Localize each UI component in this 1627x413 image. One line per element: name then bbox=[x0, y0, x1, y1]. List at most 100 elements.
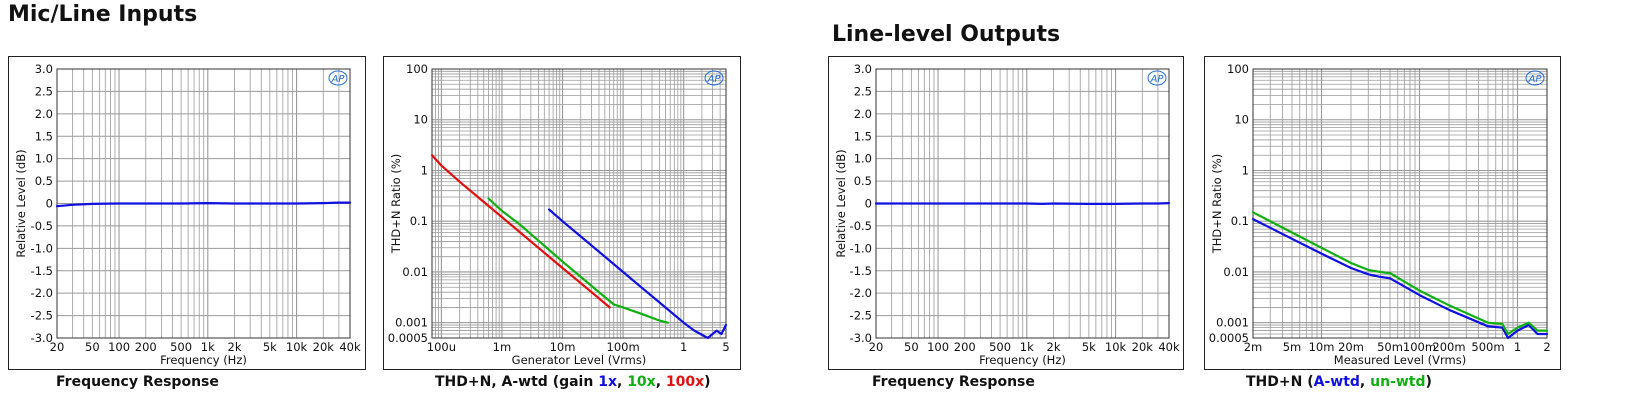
y-tick-label: 0.01 bbox=[1223, 265, 1249, 279]
y-tick-label: 10 bbox=[1234, 113, 1249, 127]
chart-panel-thd-inputs: 100u 1m 10m 100m 1 5 100 10 1 0.1 0.01 0.001 0.0005 G… bbox=[383, 56, 741, 370]
y-tick-label: 100 bbox=[406, 62, 428, 76]
caption-un-wtd: un-wtd bbox=[1370, 374, 1426, 390]
ap-logo-text: AP bbox=[707, 74, 722, 85]
y-tick-label: -3.0 bbox=[31, 331, 53, 345]
x-tick-label: 200 bbox=[954, 340, 976, 354]
x-tick-label: 10k bbox=[1105, 340, 1127, 354]
x-tick-label: 100 bbox=[927, 340, 949, 354]
x-tick-label: 10m bbox=[1309, 340, 1335, 354]
y-axis-label: Relative Level (dB) bbox=[834, 149, 848, 257]
y-tick-label: -3.0 bbox=[850, 331, 872, 345]
ap-logo-text: AP bbox=[1528, 74, 1543, 85]
chart-panel-thd-outputs: 2m 5m 10m 20m 50m 100m 200m 500m 1 2 100 10 1 0.1 0.01… bbox=[1204, 56, 1561, 370]
line-level-outputs-title: Line-level Outputs bbox=[832, 22, 1061, 47]
x-tick-label: 20k bbox=[1132, 340, 1154, 354]
x-tick-label: 20 bbox=[50, 340, 65, 354]
gridlines bbox=[431, 68, 727, 339]
y-tick-label: 0.5 bbox=[854, 174, 872, 188]
y-tick-label: 2.0 bbox=[35, 107, 53, 121]
x-tick-label: 20k bbox=[313, 340, 335, 354]
y-tick-label: 3.0 bbox=[35, 62, 53, 76]
mic-line-inputs-title: Mic/Line Inputs bbox=[8, 2, 198, 27]
x-tick-label: 50m bbox=[1377, 340, 1403, 354]
series-line-un-wtd bbox=[1251, 211, 1549, 336]
caption-thd-inputs-prefix: THD+N, A-wtd (gain bbox=[435, 374, 599, 390]
x-axis-label: Generator Level (Vrms) bbox=[512, 353, 647, 367]
x-tick-label: 5 bbox=[722, 340, 729, 354]
caption-thd-outputs-suffix: ) bbox=[1425, 374, 1432, 390]
y-tick-label: 0.0005 bbox=[388, 331, 428, 345]
y-tick-label: 1 bbox=[421, 163, 428, 177]
ap-logo-ring bbox=[704, 70, 724, 86]
y-tick-label: -2.5 bbox=[850, 309, 872, 323]
x-tick-label: 100u bbox=[427, 340, 456, 354]
y-tick-label: -2.0 bbox=[850, 286, 872, 300]
y-tick-label: 10 bbox=[413, 113, 428, 127]
plot-frame bbox=[431, 68, 727, 339]
caption-thd-outputs: THD+N (A-wtd, un-wtd) bbox=[1246, 374, 1432, 390]
x-tick-label: 50 bbox=[904, 340, 919, 354]
x-tick-label: 20m bbox=[1338, 340, 1364, 354]
plot-frame bbox=[1252, 68, 1548, 339]
ap-logo-text: AP bbox=[1150, 74, 1165, 85]
ap-logo-ring bbox=[328, 70, 348, 86]
ap-logo-icon: AP bbox=[328, 70, 348, 86]
x-tick-label: 1 bbox=[1514, 340, 1521, 354]
y-tick-label: 0.001 bbox=[395, 316, 428, 330]
x-tick-label: 200m bbox=[1432, 340, 1465, 354]
y-axis-label: THD+N Ratio (%) bbox=[1210, 154, 1224, 255]
ap-logo-ring bbox=[1525, 70, 1545, 86]
x-tick-label: 2 bbox=[1543, 340, 1550, 354]
x-tick-label: 200 bbox=[135, 340, 157, 354]
caption-frequency-response-inputs: Frequency Response bbox=[56, 374, 219, 390]
y-tick-label: -1.5 bbox=[31, 264, 53, 278]
x-tick-label: 2k bbox=[1047, 340, 1061, 354]
series-line-1x bbox=[548, 208, 728, 340]
x-tick-label: 1 bbox=[680, 340, 687, 354]
x-tick-label: 1k bbox=[201, 340, 215, 354]
x-tick-label: 100m bbox=[607, 340, 640, 354]
y-tick-label: 0.01 bbox=[402, 265, 428, 279]
y-tick-label: 2.5 bbox=[35, 84, 53, 98]
x-tick-label: 1k bbox=[1020, 340, 1034, 354]
x-tick-label: 50 bbox=[85, 340, 100, 354]
ap-logo-text: AP bbox=[331, 74, 346, 85]
caption-sep-2: , bbox=[655, 374, 666, 390]
caption-thd-inputs: THD+N, A-wtd (gain 1x, 10x, 100x) bbox=[435, 374, 711, 390]
y-axis-label: Relative Level (dB) bbox=[14, 149, 28, 257]
x-tick-label: 2m bbox=[1244, 340, 1263, 354]
x-tick-label: 5k bbox=[1082, 340, 1096, 354]
y-tick-label: 1.0 bbox=[35, 152, 53, 166]
y-tick-label: -1.0 bbox=[850, 241, 872, 255]
x-tick-label: 100 bbox=[108, 340, 130, 354]
chart-fr-inputs: 20 50 100 200 500 1k 2k 5k 10k 20k 40k 3.0 2.5 2.0 1.5… bbox=[14, 62, 361, 367]
y-tick-label: 1.0 bbox=[854, 152, 872, 166]
chart-panel-fr-inputs: 20 50 100 200 500 1k 2k 5k 10k 20k 40k 3.0 2.5 2.0 1.5… bbox=[8, 56, 366, 370]
ap-logo-icon: AP bbox=[704, 70, 724, 86]
x-tick-label: 1m bbox=[493, 340, 512, 354]
y-tick-label: -1.5 bbox=[850, 264, 872, 278]
y-tick-label: -2.5 bbox=[31, 309, 53, 323]
y-axis-label: THD+N Ratio (%) bbox=[389, 154, 403, 255]
series-line-10x bbox=[487, 197, 669, 324]
ap-logo-icon: AP bbox=[1147, 70, 1167, 86]
y-tick-label: 3.0 bbox=[854, 62, 872, 76]
y-tick-label: 0.001 bbox=[1216, 316, 1249, 330]
series-line-100x bbox=[430, 154, 611, 309]
chart-fr-outputs: 20 50 100 200 500 1k 2k 5k 10k 20k 40k 3.0 2.5 2.0 1.5… bbox=[834, 62, 1180, 367]
series-line-s0 bbox=[874, 202, 1171, 205]
x-tick-label: 10m bbox=[550, 340, 576, 354]
y-tick-label: -1.0 bbox=[31, 241, 53, 255]
x-axis-label: Frequency (Hz) bbox=[160, 353, 247, 367]
series-line-A-wtd bbox=[1251, 218, 1549, 340]
x-tick-label: 20 bbox=[869, 340, 884, 354]
y-tick-label: 2.5 bbox=[854, 84, 872, 98]
y-tick-label: -0.5 bbox=[31, 219, 53, 233]
y-tick-label: 0.1 bbox=[410, 214, 428, 228]
y-tick-label: 1.5 bbox=[35, 129, 53, 143]
y-tick-label: -2.0 bbox=[31, 286, 53, 300]
x-tick-label: 2k bbox=[228, 340, 242, 354]
x-tick-label: 40k bbox=[1158, 340, 1180, 354]
x-axis-label: Frequency (Hz) bbox=[979, 353, 1066, 367]
